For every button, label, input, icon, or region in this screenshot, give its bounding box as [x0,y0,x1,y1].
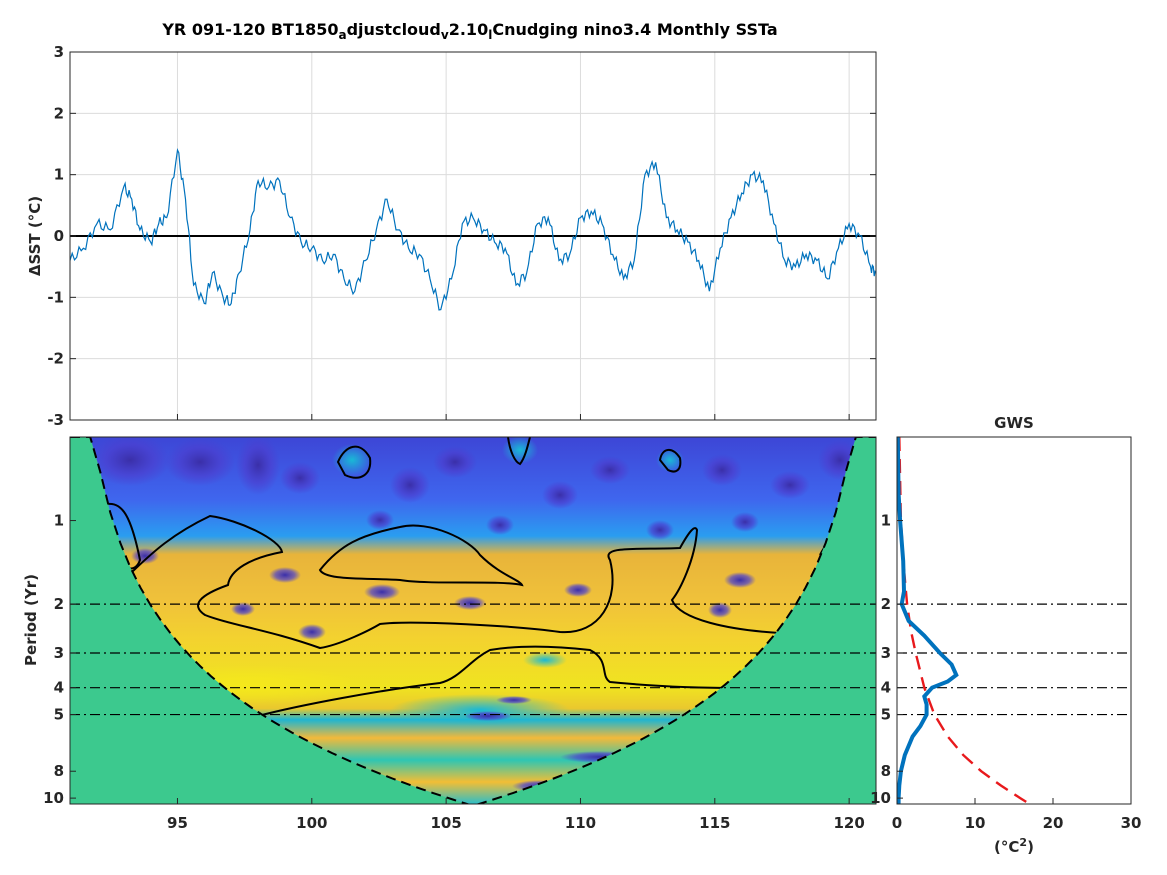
y-tick-label: 0 [54,227,64,245]
gws-spectrum-line [897,437,959,804]
x-tick-label: 115 [699,814,730,832]
gws-y-tick-label: 10 [870,789,891,807]
x-tick-label: 110 [565,814,596,832]
y-tick-label: 2 [54,104,64,122]
wavelet-y-label: Period (Yr) [22,574,40,666]
timeseries-panel: -3 -2 -1 0 1 2 3 ΔSST (°C) [26,43,877,429]
timeseries-y-label: ΔSST (°C) [26,196,44,276]
gws-x-tick-label: 0 [892,814,902,832]
reference-period-lines [70,603,876,716]
gws-y-tick-label: 4 [881,679,891,697]
gws-y-tick-label: 8 [881,762,891,780]
gws-x-tick-label: 10 [965,814,986,832]
gws-y-tick-label: 2 [881,595,891,613]
y-tick-label: 3 [54,644,64,662]
wavelet-power-panel [70,437,876,804]
x-tick-label: 105 [430,814,461,832]
timeseries-y-ticks: -3 -2 -1 0 1 2 3 [47,43,876,429]
y-tick-label: -2 [47,350,64,368]
chart-title: YR 091-120 BT1850adjustcloudv2.10lCnudgi… [161,20,777,42]
y-tick-label: 2 [54,595,64,613]
y-tick-label: -3 [47,411,64,429]
timeseries-line [70,148,876,311]
y-tick-label: 1 [54,512,64,530]
wavelet-axis-ticks: 1 2 3 4 5 8 10 95 100 105 110 115 120 [43,512,865,832]
y-tick-label: -1 [47,288,64,306]
gws-y-tick-label: 1 [881,512,891,530]
cone-of-influence [70,437,876,804]
significance-contours [100,437,833,717]
gws-x-tick-label: 20 [1043,814,1064,832]
wavelet-power-field [90,437,862,792]
y-tick-label: 3 [54,43,64,61]
y-tick-label: 5 [54,706,64,724]
y-tick-label: 1 [54,166,64,184]
gws-title: GWS [994,414,1034,432]
y-tick-label: 8 [54,762,64,780]
gws-y-tick-label: 5 [881,706,891,724]
x-tick-label: 120 [833,814,864,832]
x-tick-label: 100 [296,814,327,832]
gws-x-label: (°C2) [994,836,1034,857]
y-tick-label: 10 [43,789,64,807]
y-tick-label: 4 [54,679,64,697]
gws-x-tick-label: 30 [1121,814,1142,832]
x-tick-label: 95 [167,814,188,832]
gws-reference-lines [897,603,1131,716]
gws-y-tick-label: 3 [881,644,891,662]
